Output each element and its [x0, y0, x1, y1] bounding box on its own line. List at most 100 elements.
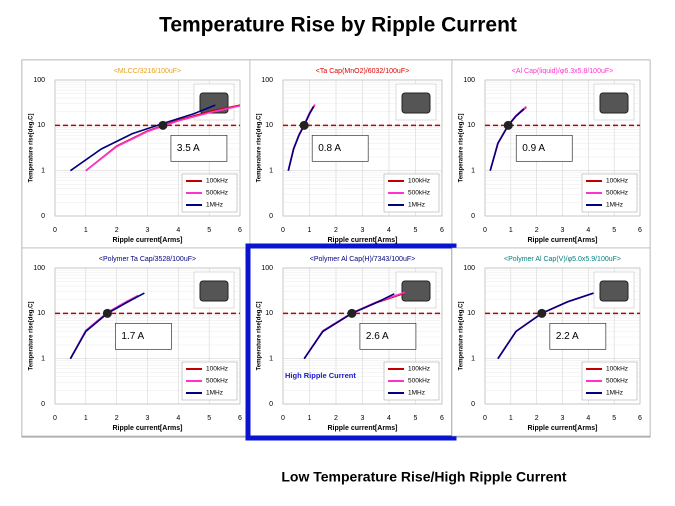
y-tick-label: 0	[41, 401, 45, 408]
chart-panel: <Ta Cap(MnO2)/6032/100uF> 0 1 2 3 4 5 6 0 1 10 100 R…	[249, 59, 453, 249]
x-tick-label: 0	[53, 415, 57, 422]
legend-label: 1MHz	[206, 390, 223, 397]
x-axis-label: Ripple current[Arms]	[327, 237, 397, 244]
x-tick-label: 3	[561, 227, 565, 234]
chart-panel: <Al Cap(liquid)/φ6.3x5.8/100uF> 0 1 2 3 4 5 6 0 1…	[451, 59, 651, 249]
note: High Ripple Current	[285, 371, 356, 380]
legend-label: 500kHz	[206, 378, 228, 385]
y-tick-label: 1	[269, 168, 273, 175]
annotation: 0.9 A	[522, 143, 545, 154]
x-tick-label: 0	[483, 227, 487, 234]
y-tick-label: 100	[33, 265, 45, 272]
annotation: 2.6 A	[366, 331, 389, 342]
x-tick-label: 5	[207, 415, 211, 422]
x-tick-label: 5	[612, 415, 616, 422]
y-tick-label: 10	[467, 122, 475, 129]
legend-label: 100kHz	[408, 366, 430, 373]
legend-label: 500kHz	[206, 190, 228, 197]
chart-title: <Polymer Al Cap(H)/7343/100uF>	[310, 256, 415, 263]
x-tick-label: 4	[387, 227, 391, 234]
x-tick-label: 5	[207, 227, 211, 234]
y-tick-label: 10	[467, 310, 475, 317]
chart-panel: <Polymer Al Cap(V)/φ5.0x5.9/100uF> 0 1 2 3 4 5…	[451, 247, 651, 437]
series-line	[69, 104, 216, 172]
annotation-box	[515, 134, 573, 162]
chart-title: <Ta Cap(MnO2)/6032/100uF>	[316, 68, 409, 75]
y-tick-label: 0	[269, 213, 273, 220]
y-tick-label: 100	[261, 77, 273, 84]
x-tick-label: 0	[281, 227, 285, 234]
x-tick-label: 3	[146, 227, 150, 234]
x-tick-label: 2	[334, 415, 338, 422]
component-body	[599, 92, 629, 114]
x-tick-label: 1	[84, 415, 88, 422]
crossing-marker	[299, 120, 309, 130]
component-body	[401, 280, 431, 302]
crossing-marker	[347, 308, 357, 318]
legend-label: 100kHz	[606, 178, 628, 185]
y-tick-label: 1	[269, 356, 273, 363]
x-tick-label: 4	[387, 415, 391, 422]
y-tick-label: 0	[471, 401, 475, 408]
x-tick-label: 0	[53, 227, 57, 234]
x-axis-label: Ripple current[Arms]	[112, 425, 182, 432]
x-tick-label: 5	[414, 415, 418, 422]
y-tick-label: 0	[471, 213, 475, 220]
legend-label: 500kHz	[606, 378, 628, 385]
x-tick-label: 5	[414, 227, 418, 234]
legend-label: 1MHz	[408, 202, 425, 209]
x-tick-label: 1	[308, 415, 312, 422]
crossing-marker	[102, 308, 112, 318]
legend-label: 500kHz	[408, 190, 430, 197]
legend-label: 100kHz	[408, 178, 430, 185]
x-tick-label: 5	[612, 227, 616, 234]
y-tick-label: 10	[265, 310, 273, 317]
crossing-marker	[503, 120, 513, 130]
y-axis-label: Temperature rise[deg.C]	[459, 302, 465, 371]
x-tick-label: 4	[586, 227, 590, 234]
chart-title: <Polymer Al Cap(V)/φ5.0x5.9/100uF>	[504, 256, 621, 263]
y-tick-label: 1	[41, 356, 45, 363]
y-tick-label: 100	[463, 265, 475, 272]
x-tick-label: 2	[115, 415, 119, 422]
crossing-marker	[158, 120, 168, 130]
y-tick-label: 100	[463, 77, 475, 84]
x-tick-label: 3	[361, 415, 365, 422]
x-tick-label: 2	[535, 227, 539, 234]
x-tick-label: 2	[535, 415, 539, 422]
y-tick-label: 10	[37, 122, 45, 129]
x-tick-label: 3	[361, 227, 365, 234]
x-tick-label: 6	[440, 415, 444, 422]
y-axis-label: Temperature rise[deg.C]	[29, 114, 35, 183]
x-tick-label: 6	[440, 227, 444, 234]
x-tick-label: 1	[308, 227, 312, 234]
chart-title: <MLCC/3216/100uF>	[114, 68, 181, 75]
y-tick-label: 0	[41, 213, 45, 220]
legend-label: 500kHz	[606, 190, 628, 197]
legend-label: 1MHz	[206, 202, 223, 209]
x-tick-label: 4	[176, 227, 180, 234]
chart-panel: <Polymer Ta Cap/3528/100uF> 0 1 2 3 4 5 6 0 1 10 10…	[21, 247, 251, 437]
x-tick-label: 6	[238, 415, 242, 422]
annotation: 1.7 A	[121, 331, 144, 342]
x-tick-label: 2	[115, 227, 119, 234]
crossing-marker	[537, 308, 547, 318]
annotation-box	[311, 134, 369, 162]
y-axis-label: Temperature rise[deg.C]	[257, 114, 263, 183]
x-tick-label: 0	[483, 415, 487, 422]
y-axis-label: Temperature rise[deg.C]	[29, 302, 35, 371]
y-tick-label: 1	[471, 356, 475, 363]
chart-title: <Al Cap(liquid)/φ6.3x5.8/100uF>	[512, 68, 613, 75]
x-axis-label: Ripple current[Arms]	[327, 425, 397, 432]
x-tick-label: 6	[638, 227, 642, 234]
x-tick-label: 3	[146, 415, 150, 422]
legend-label: 1MHz	[606, 390, 623, 397]
x-tick-label: 4	[176, 415, 180, 422]
y-axis-label: Temperature rise[deg.C]	[257, 302, 263, 371]
footer: Low Temperature Rise/High Ripple Current	[281, 469, 567, 485]
y-axis-label: Temperature rise[deg.C]	[459, 114, 465, 183]
chart-panel: <MLCC/3216/100uF> 0 1 2 3 4 5 6 0 1 10 100 Ripple cu…	[21, 59, 251, 249]
annotation-box	[170, 134, 228, 162]
annotation-box	[115, 322, 172, 350]
legend-label: 1MHz	[606, 202, 623, 209]
